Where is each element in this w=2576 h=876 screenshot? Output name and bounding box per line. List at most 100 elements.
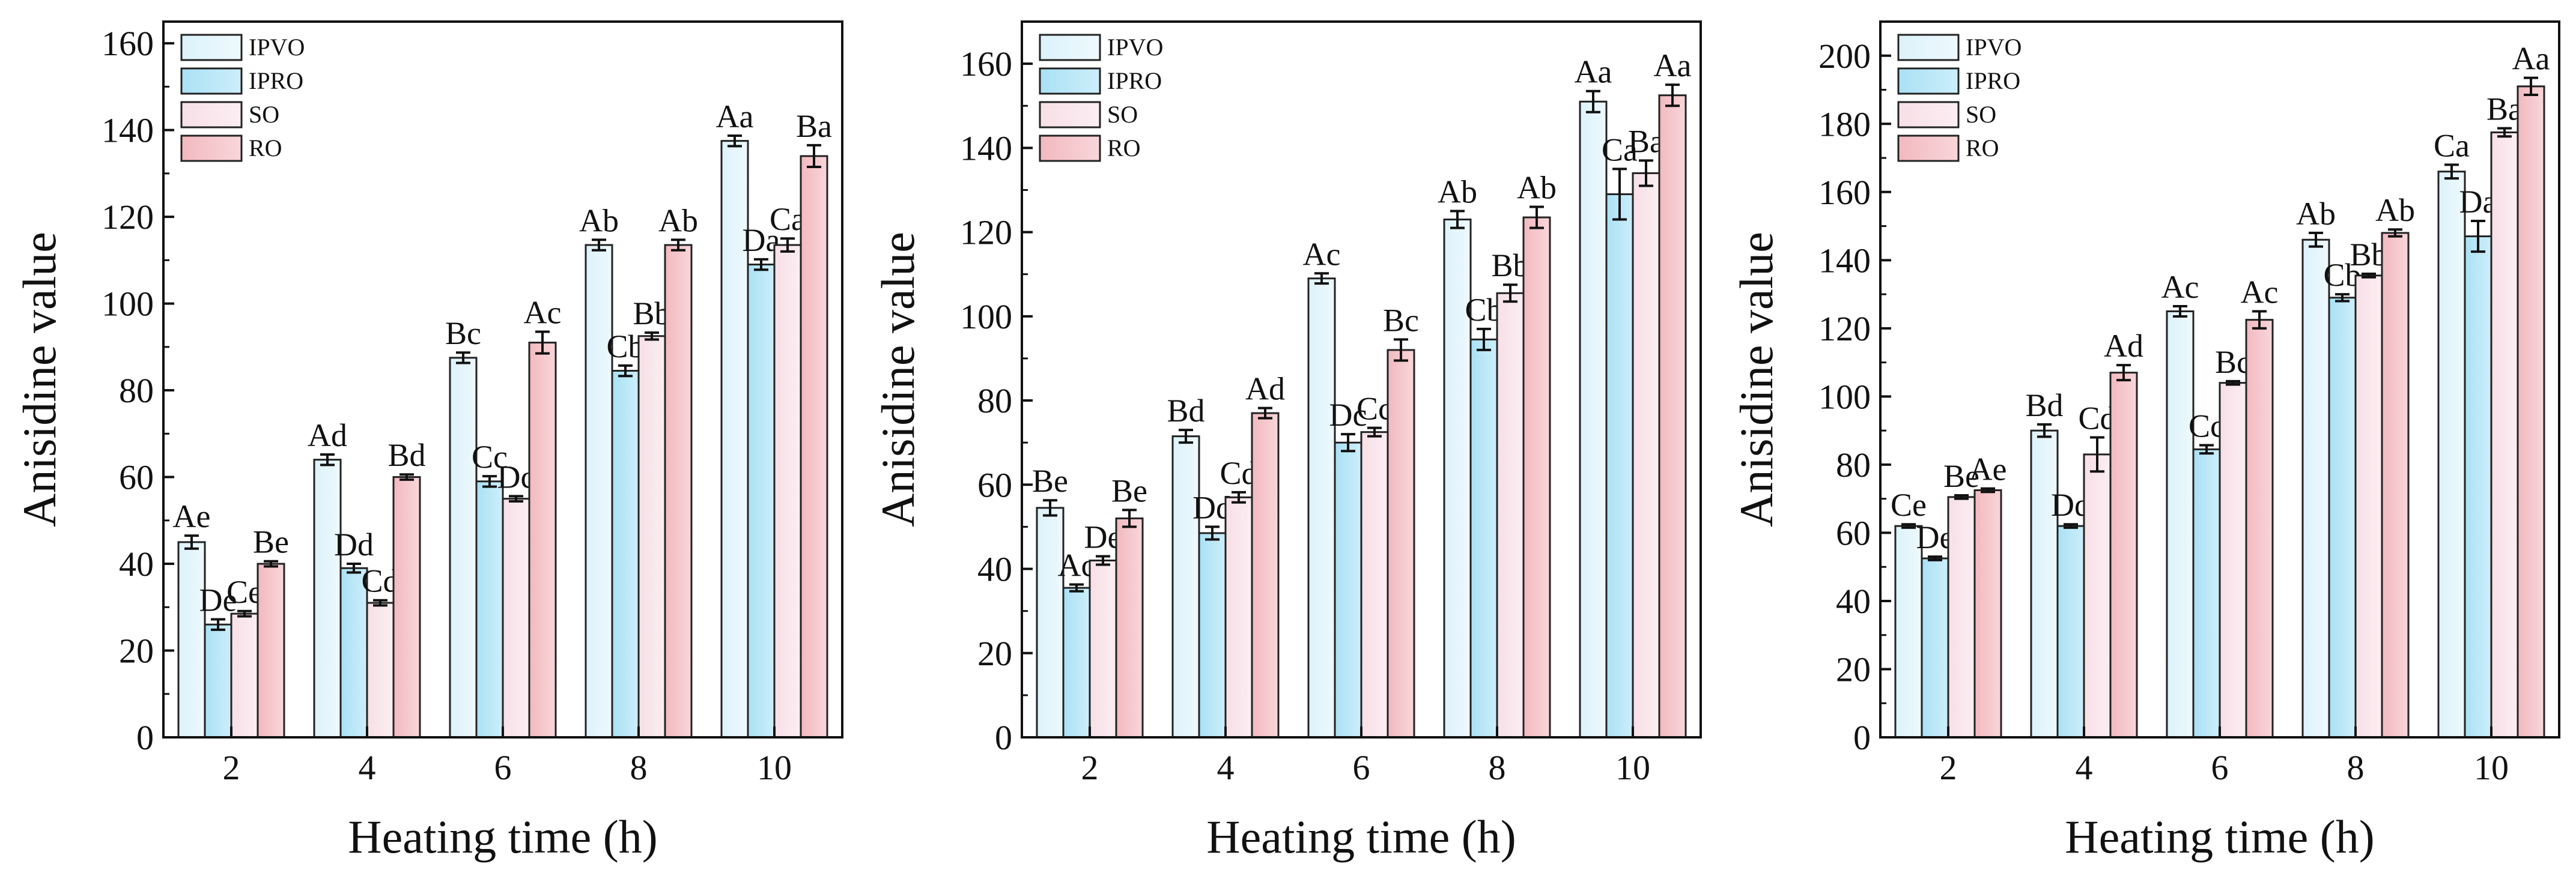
anisidine-chart-2: BeBdAcAbAaAcDdDcCbCaDeCdCcBbBaBeAdBcAbAa… [872, 20, 1702, 863]
error-bar [1205, 525, 1220, 541]
y-tick-label: 120 [960, 213, 1012, 252]
error-bar [1069, 583, 1084, 593]
data-label: Ab [1438, 174, 1477, 210]
data-label: Be [253, 524, 289, 560]
bar-ipvo-2 [177, 541, 206, 739]
legend-swatch-ipvo [180, 34, 243, 61]
error-bar [780, 237, 795, 253]
error-bar [456, 351, 470, 364]
error-bar [1530, 205, 1544, 229]
y-tick-label: 140 [1818, 241, 1871, 280]
x-tick-label: 4 [359, 748, 376, 787]
data-label: Ac [2161, 269, 2199, 305]
y-tick-label: 40 [119, 545, 154, 584]
x-tick-label: 6 [1353, 748, 1370, 787]
y-tick-label: 80 [119, 371, 154, 410]
bar-ipvo-10 [720, 140, 749, 739]
x-tick-label: 2 [1081, 748, 1099, 787]
error-bar [1394, 338, 1408, 362]
bar-ro-2 [1973, 489, 2002, 739]
bar-ipro-8 [2328, 297, 2357, 739]
data-label: Ab [579, 202, 619, 238]
bar-ipro-6 [475, 480, 504, 739]
y-axis-title: Anisidine value [872, 232, 924, 527]
bar-ro-8 [2381, 232, 2410, 739]
error-bar [1043, 499, 1057, 517]
bar-ro-4 [2109, 372, 2138, 739]
data-label: Ca [1602, 131, 1638, 168]
data-label: Ca [770, 201, 806, 237]
y-tick-label: 60 [977, 465, 1012, 504]
x-tick-label: 6 [2211, 748, 2229, 787]
data-label: Ac [2241, 274, 2279, 310]
bar-ro-10 [1658, 94, 1687, 739]
error-bar [1258, 406, 1272, 420]
error-bar [2037, 423, 2052, 438]
error-bar [1179, 429, 1193, 444]
y-tick-label: 100 [960, 297, 1012, 336]
y-tick-label: 120 [1818, 309, 1871, 348]
legend-label-ipro: IPRO [1107, 67, 1162, 94]
error-bar [2497, 127, 2512, 138]
data-label: Ac [524, 295, 562, 331]
bar-ro-10 [800, 155, 828, 739]
bar-so-6 [1360, 431, 1389, 739]
error-bar [592, 238, 606, 252]
error-bar [1314, 272, 1329, 285]
bar-so-10 [1632, 172, 1660, 739]
data-label: Ba [796, 108, 832, 144]
y-tick-label: 200 [1818, 37, 1871, 76]
legend: IPVO IPRO SO RO [1897, 34, 2022, 162]
error-bar [2199, 444, 2214, 455]
bar-so-4 [1224, 496, 1253, 739]
bar-so-2 [230, 612, 259, 739]
bar-ipro-10 [747, 264, 776, 739]
bar-so-10 [773, 244, 802, 739]
bar-ro-4 [1251, 412, 1280, 739]
legend-label-ipro: IPRO [1966, 67, 2020, 94]
x-tick-label: 8 [630, 748, 648, 787]
bar-ro-6 [2245, 319, 2274, 739]
bar-so-8 [637, 335, 666, 739]
legend-label-ro: RO [249, 134, 282, 162]
x-axis-title: Heating time (h) [2065, 811, 2375, 863]
y-axis-title: Anisidine value [1730, 232, 1782, 527]
data-label: Ce [226, 574, 263, 610]
error-bar [1232, 491, 1246, 504]
legend: IPVO IPRO SO RO [1039, 34, 1163, 162]
x-tick-label: 6 [494, 748, 512, 787]
y-tick-label: 160 [102, 24, 154, 63]
bar-so-4 [2083, 453, 2112, 739]
data-label: Ab [658, 202, 698, 238]
error-bar [2116, 364, 2131, 382]
bar-ipvo-8 [2301, 238, 2330, 739]
legend-label-ipvo: IPVO [1107, 34, 1163, 61]
bar-ipro-8 [1469, 338, 1498, 739]
error-bar [237, 609, 252, 618]
x-tick-label: 4 [2076, 748, 2093, 787]
y-tick-label: 100 [102, 285, 154, 324]
error-bar [1477, 327, 1491, 351]
bar-ro-6 [1387, 349, 1415, 739]
data-label: Ad [2104, 328, 2143, 364]
error-bar [1096, 555, 1110, 566]
error-bar [2226, 379, 2240, 386]
legend-label-so: SO [249, 101, 279, 128]
data-label: Be [1111, 473, 1147, 509]
y-axis-title: Anisidine value [13, 232, 65, 527]
y-tick-label: 20 [977, 634, 1012, 673]
error-bar [1981, 487, 1995, 494]
bar-ro-4 [392, 476, 421, 739]
data-label: Bc [2215, 344, 2251, 380]
legend-label-ro: RO [1107, 134, 1141, 162]
bar-ro-8 [664, 244, 693, 739]
data-label: Bd [2025, 387, 2063, 423]
error-bar [347, 563, 361, 574]
data-label: Bc [445, 315, 481, 351]
data-label: Aa [716, 98, 754, 134]
error-bar [1586, 89, 1600, 113]
error-bar [184, 534, 199, 550]
bar-ipro-10 [1605, 193, 1634, 739]
x-axis-title: Heating time (h) [348, 811, 658, 863]
error-bar [1503, 283, 1517, 303]
